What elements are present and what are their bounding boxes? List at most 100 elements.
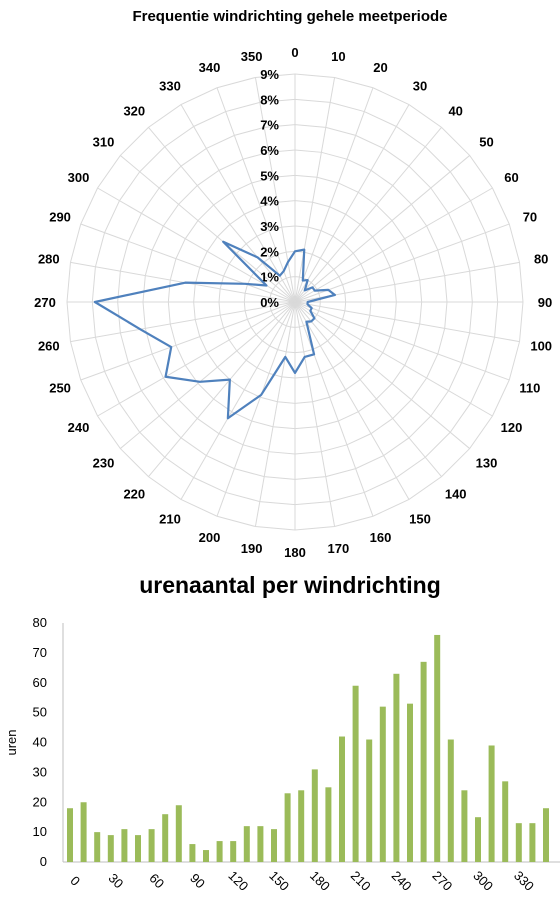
radar-angle-label: 330 <box>159 78 181 93</box>
bar-120 <box>230 841 237 862</box>
bar-260 <box>420 661 427 862</box>
radar-angle-label: 270 <box>34 295 56 310</box>
bar-200 <box>339 736 345 862</box>
bar-160 <box>284 793 291 862</box>
radar-radial-tick-label: 3% <box>260 219 279 234</box>
bar-140 <box>257 826 264 862</box>
radar-radial-tick-label: 5% <box>260 168 279 183</box>
bar-x-tick-label: 240 <box>389 868 415 894</box>
radar-spoke <box>294 301 470 449</box>
bar-x-tick-label: 180 <box>307 868 333 894</box>
bar-30 <box>107 835 114 862</box>
radar-spoke <box>80 301 296 381</box>
bar-40 <box>121 829 128 862</box>
bar-y-tick-label: 80 <box>33 615 47 630</box>
bar-y-tick-label: 10 <box>33 824 47 839</box>
bar-280 <box>447 739 454 862</box>
radar-spoke <box>180 104 296 303</box>
bar-340 <box>529 823 536 862</box>
bar-60 <box>148 829 155 862</box>
bar-10 <box>80 802 87 862</box>
radar-spoke <box>254 301 296 527</box>
bar-350 <box>543 808 549 862</box>
bar-190 <box>325 787 332 862</box>
radar-angle-label: 140 <box>445 487 467 502</box>
radar-spoke <box>70 301 296 343</box>
bar-x-tick-label: 30 <box>106 870 127 891</box>
bar-270 <box>434 634 441 862</box>
radar-angle-label: 210 <box>159 512 181 527</box>
radar-spoke <box>120 301 296 449</box>
radar-spoke <box>294 87 374 303</box>
radar-radial-tick-label: 1% <box>260 270 279 285</box>
radar-radial-tick-label: 0% <box>260 295 279 310</box>
bar-230 <box>379 706 386 862</box>
radar-spoke <box>254 77 296 303</box>
bar-330 <box>515 823 522 862</box>
radar-spoke <box>294 301 510 381</box>
radar-angle-label: 290 <box>49 209 71 224</box>
radar-spoke <box>294 187 493 303</box>
radar-angle-label: 260 <box>38 338 60 353</box>
radar-angle-label: 280 <box>38 252 60 267</box>
radar-spoke <box>294 301 374 517</box>
bar-220 <box>366 739 373 862</box>
radar-spoke <box>294 301 520 343</box>
radar-series-line <box>93 240 337 420</box>
radar-chart: 0% 1% 2% 3% 4% 5% 6% 7% 8% 9% 0 10 20 30 40 50 60 70 80 90 1… <box>34 45 552 560</box>
radar-spoke <box>294 77 336 303</box>
radar-spoke <box>80 223 296 303</box>
bar-y-tick-label: 0 <box>40 854 47 869</box>
radar-spoke <box>97 301 296 417</box>
radar-angle-label: 320 <box>123 103 145 118</box>
bar-x-tick-label: 300 <box>470 868 496 894</box>
radar-angle-label: 160 <box>370 530 392 545</box>
bar-y-tick-label: 50 <box>33 705 47 720</box>
bar-110 <box>216 841 223 862</box>
radar-spoke <box>294 155 470 303</box>
bar-x-tick-label: 150 <box>266 868 292 894</box>
bar-y-tick-label: 40 <box>33 735 47 750</box>
radar-angle-label: 190 <box>241 541 263 556</box>
radar-spoke <box>120 155 296 303</box>
bar-y-tick-label: 60 <box>33 675 47 690</box>
radar-angle-label: 80 <box>534 252 548 267</box>
radar-angle-label: 180 <box>284 545 306 560</box>
radar-angle-label: 30 <box>413 78 427 93</box>
radar-angle-label: 100 <box>530 338 552 353</box>
radar-spoke <box>294 223 510 303</box>
bar-x-tick-label: 60 <box>146 870 167 891</box>
radar-spoke <box>294 104 410 303</box>
bar-180 <box>311 769 318 862</box>
radar-spoke <box>294 301 442 477</box>
radar-spoke <box>216 301 296 517</box>
radar-angle-label: 310 <box>93 134 115 149</box>
radar-spoke <box>216 87 296 303</box>
radar-radial-tick-label: 9% <box>260 67 279 82</box>
radar-radial-tick-label: 4% <box>260 194 279 209</box>
radar-spoke <box>97 187 296 303</box>
bar-x-tick-label: 210 <box>348 868 374 894</box>
radar-spoke <box>180 301 296 500</box>
radar-angle-label: 70 <box>523 209 537 224</box>
radar-chart-title: Frequentie windrichting gehele meetperio… <box>132 8 448 25</box>
bar-90 <box>189 844 196 862</box>
radar-angle-label: 250 <box>49 381 71 396</box>
radar-spoke <box>294 127 442 303</box>
radar-spoke <box>294 301 336 527</box>
radar-radial-tick-label: 8% <box>260 92 279 107</box>
bar-300 <box>475 817 481 862</box>
radar-angle-label: 350 <box>241 49 263 64</box>
bar-0 <box>67 808 73 862</box>
radar-radial-tick-label: 2% <box>260 244 279 259</box>
bar-chart-title: urenaantal per windrichting <box>139 572 441 598</box>
bar-210 <box>352 685 359 862</box>
radar-angle-label: 240 <box>68 420 90 435</box>
radar-angle-label: 20 <box>373 60 387 75</box>
radar-angle-label: 110 <box>519 381 540 396</box>
radar-spoke <box>294 301 410 500</box>
bar-80 <box>175 805 182 862</box>
radar-angle-label: 170 <box>328 541 350 556</box>
bar-250 <box>407 703 413 862</box>
